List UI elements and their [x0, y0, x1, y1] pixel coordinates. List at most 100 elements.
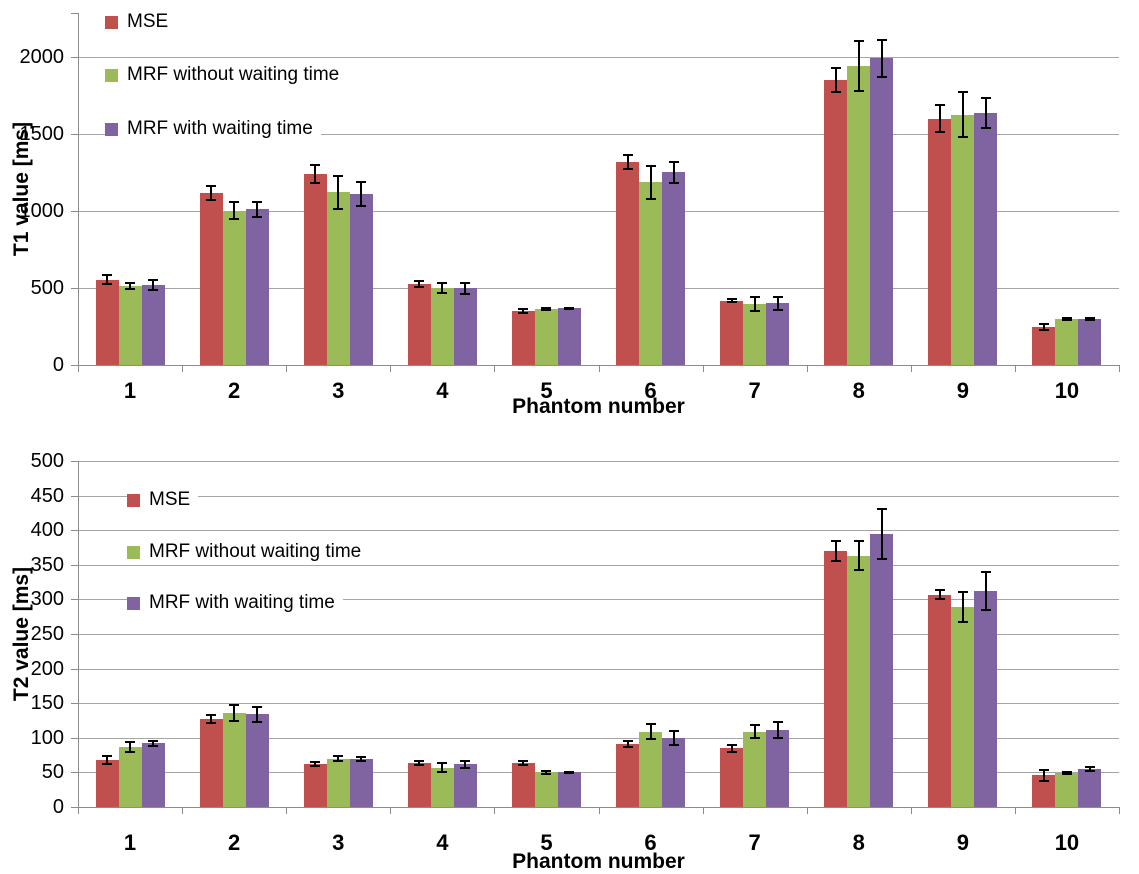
- error-bar-cap-bottom: [853, 569, 864, 572]
- error-bar-whisker: [152, 740, 155, 747]
- bar-mrf-with-waiting-time-phantom-10: [1078, 768, 1102, 807]
- error-bar-whisker: [106, 755, 109, 765]
- bar-mse-phantom-10: [1032, 327, 1056, 365]
- error-bar-cap-bottom: [645, 198, 656, 201]
- error-bar-whisker: [522, 308, 525, 313]
- x-tick-2: [286, 808, 288, 814]
- bar-mse-phantom-5: [511, 763, 535, 807]
- error-bar-cap-bottom: [229, 719, 240, 722]
- legend-item-mrf-with-waiting-time: MRF with waiting time: [105, 117, 321, 141]
- error-bar-whisker: [880, 39, 883, 77]
- error-bar-cap-bottom: [414, 286, 425, 289]
- bar-mrf-without-waiting-time-phantom-5: [534, 308, 558, 365]
- x-tick-3: [390, 808, 392, 814]
- bar-mrf-with-waiting-time-phantom-7: [766, 303, 790, 365]
- error-bar-whisker: [210, 186, 213, 201]
- error-bar-cap-top: [645, 164, 656, 167]
- error-bar-cap-bottom: [1038, 329, 1049, 332]
- y-axis-line: [78, 13, 79, 365]
- error-bar-whisker: [857, 41, 860, 91]
- error-bar-cap-bottom: [830, 90, 841, 93]
- error-bar-whisker: [545, 771, 548, 774]
- error-bar-whisker: [938, 589, 941, 600]
- gridline-2000: [78, 56, 1119, 58]
- error-bar-whisker: [753, 297, 756, 312]
- bar-mse-phantom-1: [95, 759, 119, 807]
- error-bar-cap-top: [229, 704, 240, 707]
- error-bar-cap-top: [460, 282, 471, 285]
- y-tick-1500: [71, 133, 78, 135]
- gridline-500: [78, 287, 1119, 289]
- x-category-label-9: 9: [956, 830, 969, 855]
- y-tick-label-150: 150: [30, 692, 64, 715]
- t1-chart: T1 value [ms] Phantom number 0 500 1000 150…: [0, 0, 1139, 430]
- legend-label: MRF with waiting time: [149, 592, 335, 613]
- error-bar-cap-bottom: [957, 136, 968, 138]
- gridline-450: [78, 495, 1119, 497]
- error-bar-cap-top: [772, 295, 783, 298]
- error-bar-cap-top: [102, 754, 113, 757]
- error-bar-cap-bottom: [1084, 770, 1095, 773]
- bar-mrf-with-waiting-time-phantom-7: [766, 730, 790, 807]
- error-bar-cap-bottom: [853, 89, 864, 92]
- y-tick-label-450: 450: [30, 484, 64, 507]
- y-tick-450: [71, 495, 78, 497]
- x-axis-line: [78, 807, 1120, 808]
- error-bar-cap-top: [206, 185, 217, 188]
- bar-mse-phantom-9: [928, 594, 952, 807]
- bar-mse-phantom-4: [407, 284, 431, 365]
- error-bar-whisker: [834, 540, 837, 562]
- x-category-label-9: 9: [956, 378, 969, 403]
- bar-mse-phantom-6: [616, 744, 640, 807]
- error-bar-cap-top: [830, 67, 841, 70]
- bar-mrf-with-waiting-time-phantom-2: [245, 714, 269, 807]
- error-bar-cap-top: [876, 38, 887, 41]
- legend-item-mrf-with-waiting-time: MRF with waiting time: [127, 591, 343, 615]
- error-bar-cap-top: [102, 273, 113, 276]
- error-bar-cap-bottom: [957, 620, 968, 623]
- error-bar-cap-bottom: [206, 722, 217, 725]
- error-bar-cap-top: [518, 760, 529, 763]
- y-tick-2000: [71, 56, 78, 58]
- gridline-200: [78, 668, 1119, 670]
- error-bar-cap-bottom: [934, 598, 945, 601]
- bar-mrf-without-waiting-time-phantom-4: [430, 287, 454, 365]
- error-bar-cap-bottom: [252, 720, 263, 723]
- error-bar-cap-top: [1038, 323, 1049, 326]
- x-category-label-3: 3: [332, 830, 345, 855]
- bar-mrf-without-waiting-time-phantom-1: [118, 746, 142, 807]
- bar-mrf-with-waiting-time-phantom-1: [141, 743, 165, 807]
- x-tick-0: [78, 808, 79, 814]
- error-bar-whisker: [337, 756, 340, 761]
- x-tick-6: [702, 366, 704, 372]
- error-bar-cap-bottom: [749, 736, 760, 739]
- bar-mse-phantom-1: [95, 279, 119, 365]
- y-tick-500: [71, 287, 78, 289]
- bar-mrf-without-waiting-time-phantom-2: [222, 210, 246, 365]
- x-tick-0: [78, 366, 79, 372]
- error-bar-whisker: [129, 282, 132, 289]
- y-axis-top-tick: [71, 13, 78, 14]
- gridline-250: [78, 634, 1119, 635]
- error-bar-cap-bottom: [333, 207, 344, 210]
- x-tick-5: [598, 808, 600, 814]
- error-bar-cap-top: [414, 759, 425, 762]
- error-bar-cap-bottom: [541, 772, 552, 775]
- y-tick-label-0: 0: [52, 796, 64, 818]
- error-bar-cap-bottom: [437, 770, 448, 773]
- error-bar-cap-top: [564, 306, 575, 309]
- x-axis-title-t2: Phantom number: [512, 850, 685, 873]
- error-bar-cap-bottom: [980, 126, 991, 129]
- error-bar-cap-top: [1084, 316, 1095, 319]
- bar-mrf-with-waiting-time-phantom-9: [974, 113, 998, 365]
- y-tick-label-100: 100: [30, 726, 64, 749]
- x-tick-6: [702, 808, 704, 814]
- error-bar-cap-bottom: [564, 772, 575, 775]
- legend-swatch: [105, 68, 118, 82]
- bar-mrf-with-waiting-time-phantom-5: [557, 308, 581, 365]
- bar-mrf-with-waiting-time-phantom-3: [349, 194, 373, 365]
- bar-mrf-without-waiting-time-phantom-3: [326, 758, 350, 807]
- y-tick-label-50: 50: [41, 761, 64, 784]
- x-category-label-2: 2: [228, 378, 241, 403]
- error-bar-whisker: [256, 201, 259, 218]
